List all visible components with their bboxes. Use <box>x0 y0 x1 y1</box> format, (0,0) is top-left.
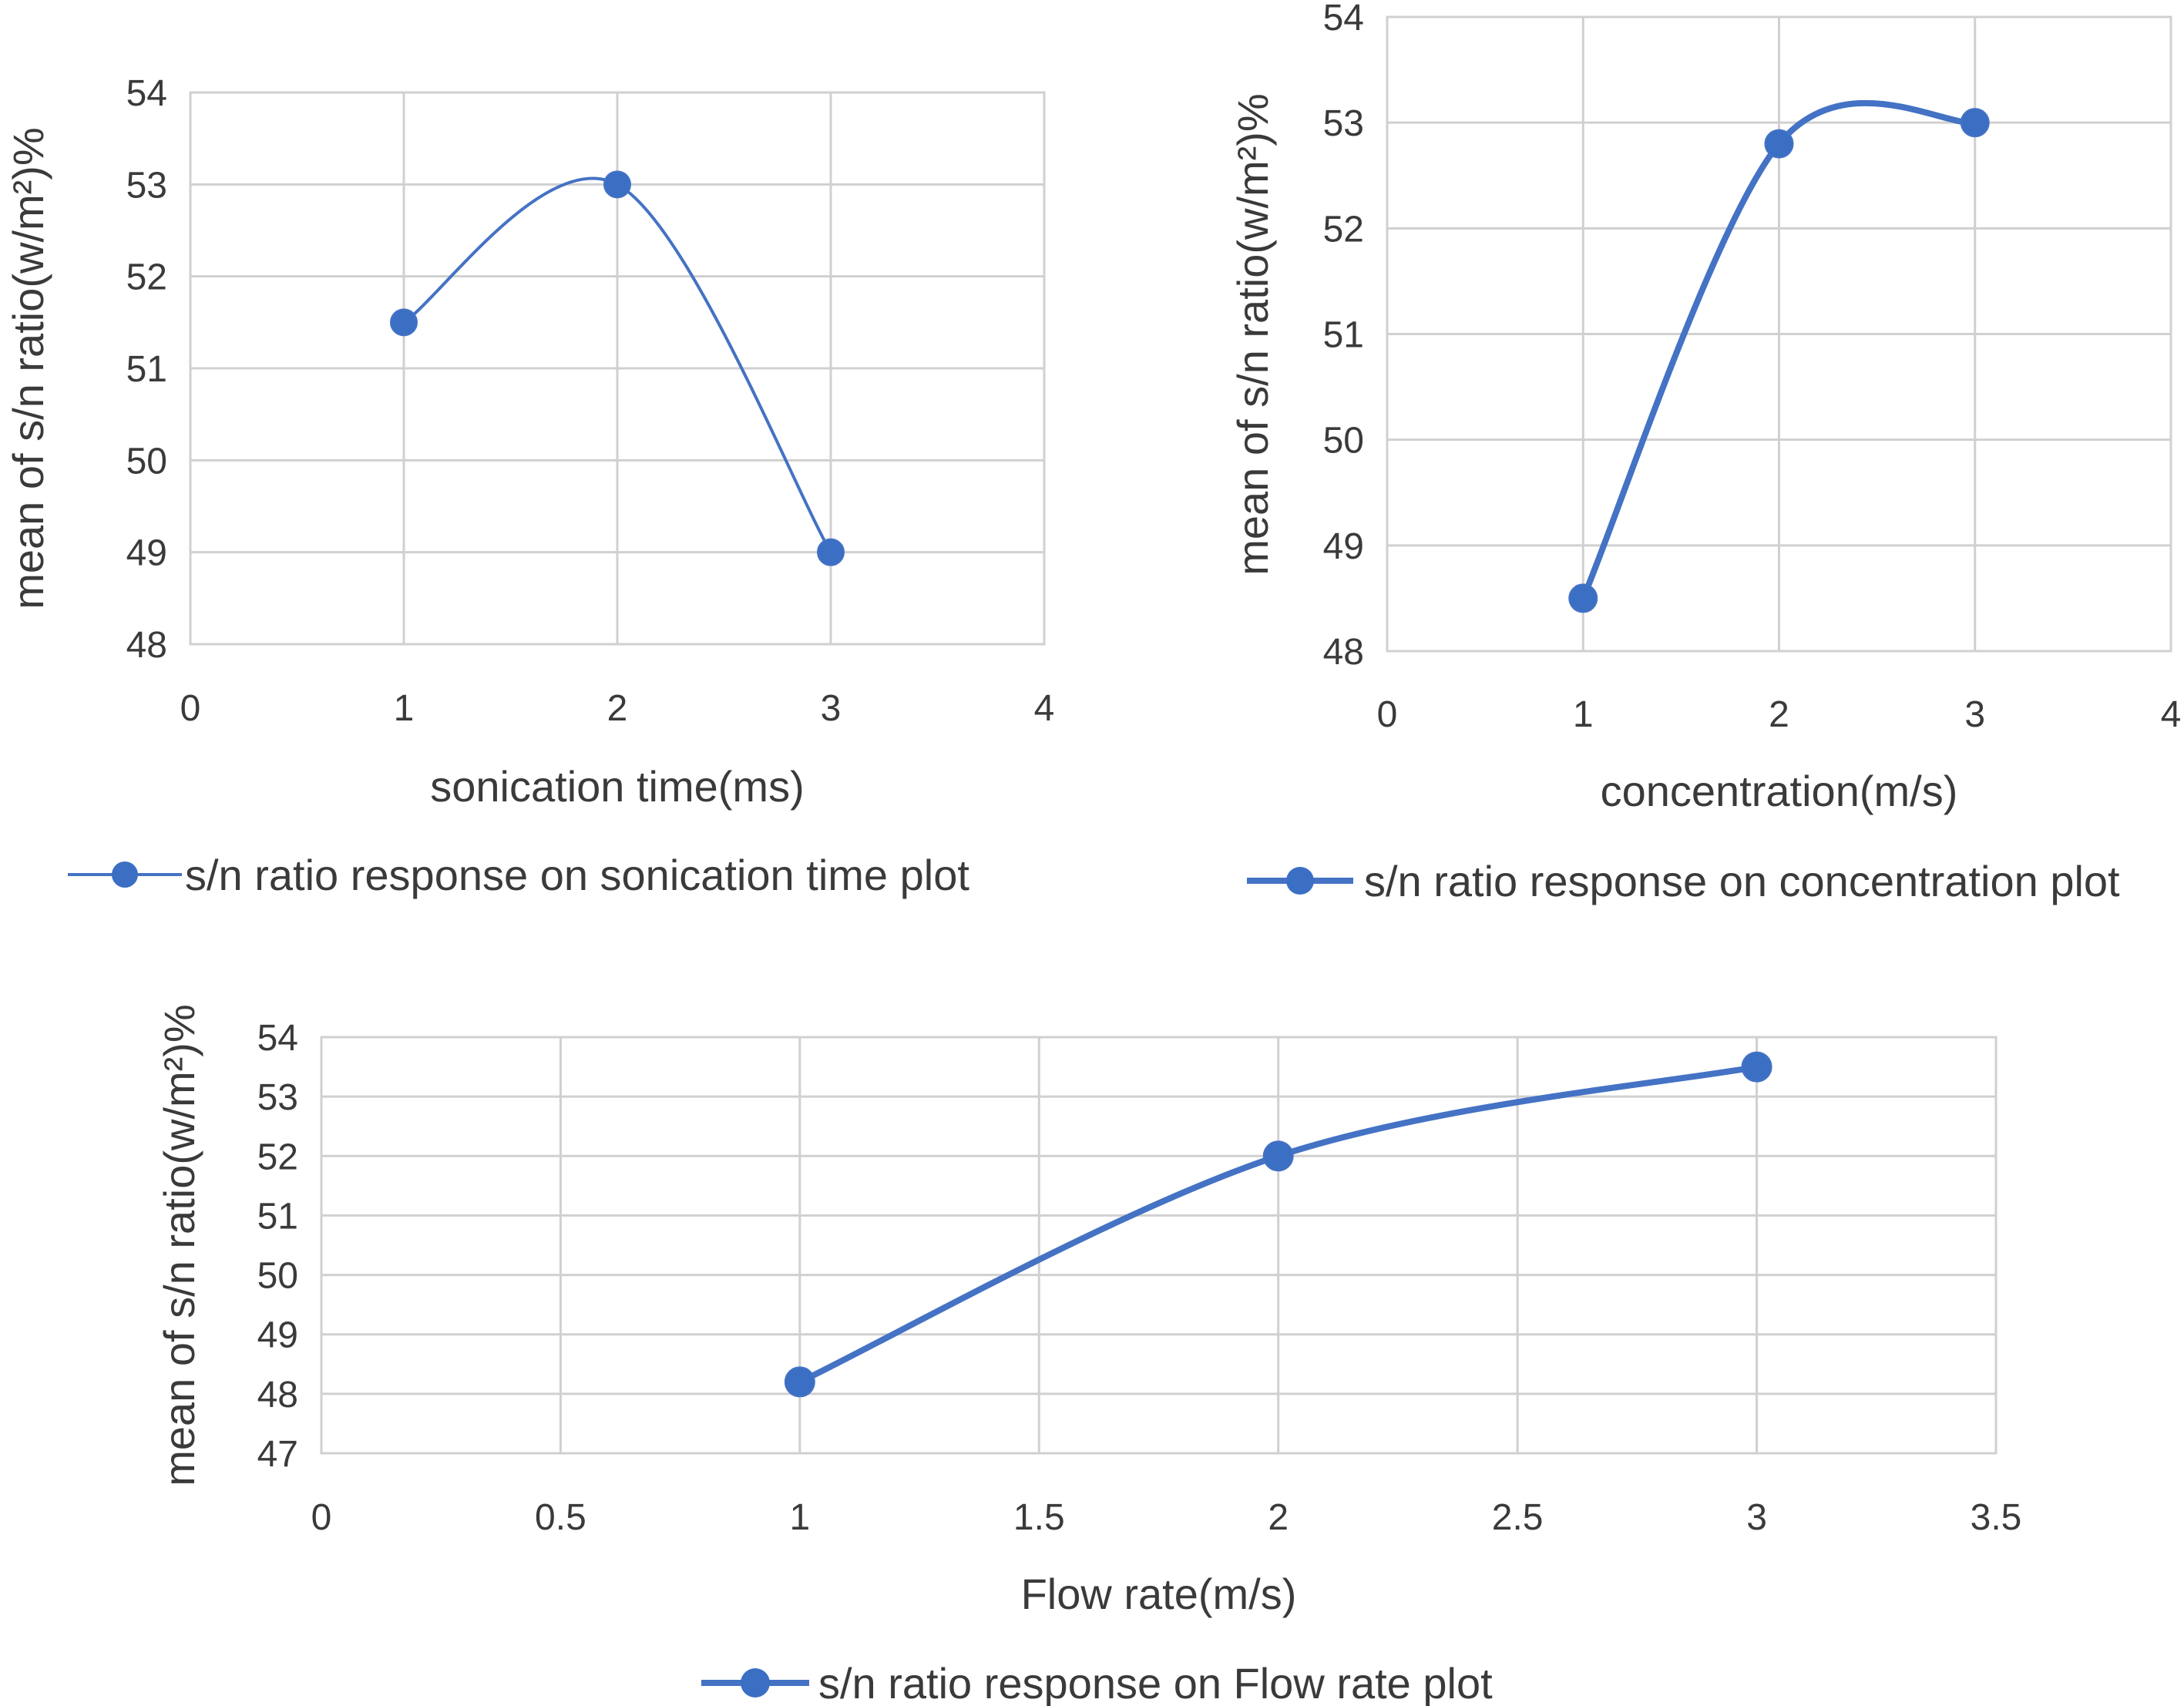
y-tick-label: 47 <box>257 1434 298 1475</box>
data-point <box>603 170 631 199</box>
y-tick-label: 51 <box>257 1196 298 1237</box>
y-tick-label: 53 <box>126 165 167 206</box>
y-tick-label: 49 <box>257 1315 298 1356</box>
x-tick-label: 2 <box>1268 1497 1289 1538</box>
y-tick-label: 53 <box>257 1077 298 1118</box>
legend-label: s/n ratio response on Flow rate plot <box>818 1659 1493 1706</box>
x-tick-label: 0 <box>1377 694 1398 735</box>
data-point <box>390 308 418 337</box>
y-tick-label: 52 <box>126 257 167 298</box>
y-tick-label: 49 <box>1323 526 1364 567</box>
data-point <box>1568 583 1598 613</box>
x-tick-label: 1.5 <box>1013 1497 1065 1538</box>
x-tick-label: 2 <box>607 688 628 729</box>
data-point <box>817 538 845 566</box>
y-axis-title: mean of s/n ratio(w/m²)% <box>155 1004 203 1486</box>
legend-label: s/n ratio response on sonication time pl… <box>185 851 969 899</box>
y-tick-label: 52 <box>1323 209 1364 250</box>
series-line <box>1580 99 1978 602</box>
y-tick-label: 51 <box>126 349 167 390</box>
data-point <box>1764 129 1794 159</box>
plot-area <box>320 1036 1998 1455</box>
data-point <box>1741 1051 1772 1083</box>
x-tick-label: 1 <box>394 688 415 729</box>
data-point <box>784 1366 815 1398</box>
y-tick-label: 54 <box>126 73 167 114</box>
data-point <box>1960 108 1990 138</box>
x-tick-label: 0 <box>311 1497 332 1538</box>
x-axis-title: Flow rate(m/s) <box>1021 1570 1297 1618</box>
legend-marker <box>741 1668 770 1698</box>
y-tick-label: 49 <box>126 533 167 574</box>
x-tick-label: 3 <box>1746 1497 1767 1538</box>
y-axis-title: mean of s/n ratio(w/m²)% <box>1228 93 1277 576</box>
y-tick-label: 54 <box>1323 0 1364 39</box>
chart-1: 48 49 50 51 52 53 54 0 1 2 3 4 sonication time(ms) me… <box>4 73 1054 899</box>
y-tick-label: 52 <box>257 1137 298 1177</box>
y-tick-label: 50 <box>1323 421 1364 462</box>
x-tick-label: 3 <box>821 688 842 729</box>
y-tick-label: 48 <box>126 625 167 666</box>
x-tick-label: 2 <box>1769 694 1789 735</box>
x-tick-label: 1 <box>790 1497 811 1538</box>
x-tick-label: 0 <box>180 688 201 729</box>
legend-label: s/n ratio response on concentration plot <box>1364 857 2120 905</box>
x-axis-title: concentration(m/s) <box>1601 767 1958 815</box>
x-tick-label: 2.5 <box>1492 1497 1544 1538</box>
y-tick-label: 54 <box>257 1018 298 1059</box>
y-tick-label: 50 <box>257 1256 298 1297</box>
y-tick-label: 48 <box>257 1375 298 1416</box>
data-point <box>1262 1140 1294 1172</box>
x-tick-label: 3 <box>1964 694 1985 735</box>
x-axis-title: sonication time(ms) <box>430 762 804 811</box>
chart-3: 47 48 49 50 51 52 53 54 0 0.5 1 1.5 2 2.5 3 3.5 Flow rat… <box>155 1004 2021 1706</box>
legend-marker <box>1286 867 1314 895</box>
x-tick-label: 4 <box>1034 688 1055 729</box>
x-tick-label: 4 <box>2161 694 2182 735</box>
x-tick-label: 1 <box>1573 694 1594 735</box>
x-tick-label: 3.5 <box>1971 1497 2022 1538</box>
y-tick-label: 53 <box>1323 103 1364 144</box>
y-tick-label: 48 <box>1323 632 1364 673</box>
chart-2: 48 49 50 51 52 53 54 0 1 2 3 4 concentration(m/s) mea… <box>1228 0 2181 905</box>
y-tick-label: 50 <box>126 441 167 482</box>
y-tick-label: 51 <box>1323 315 1364 356</box>
legend-marker <box>112 861 138 888</box>
y-axis-title: mean of s/n ratio(w/m²)% <box>4 127 52 610</box>
x-tick-label: 0.5 <box>535 1497 586 1538</box>
